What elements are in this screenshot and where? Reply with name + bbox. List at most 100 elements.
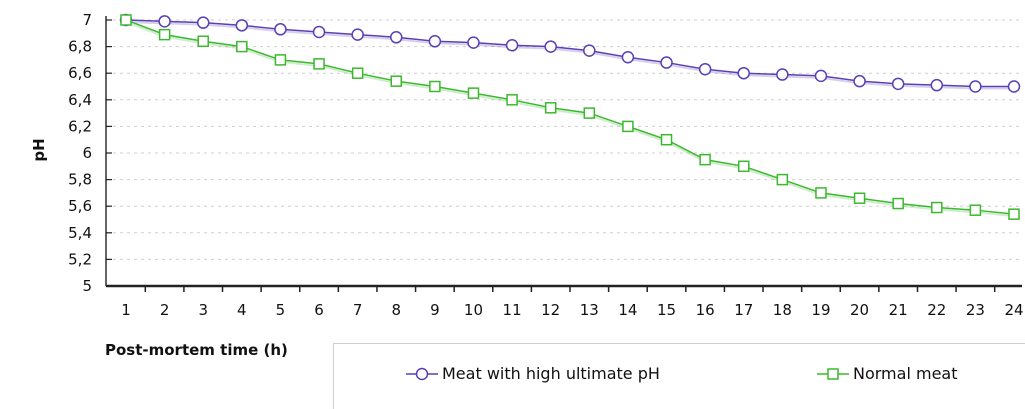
y-tick-label: 5,4 xyxy=(68,224,92,242)
data-point-circle xyxy=(583,44,596,57)
data-point-circle xyxy=(428,35,442,48)
x-tick-label: 12 xyxy=(541,301,560,319)
data-point-circle xyxy=(891,77,905,91)
x-tick-label: 4 xyxy=(237,301,247,319)
data-point-circle xyxy=(698,62,712,76)
data-point-circle xyxy=(390,31,403,44)
gridlines xyxy=(106,19,1022,260)
x-tick-label: 3 xyxy=(198,301,208,319)
x-tick-label: 21 xyxy=(889,301,908,319)
data-point-square xyxy=(236,40,248,53)
data-point-square xyxy=(313,58,325,70)
x-tick-label: 1 xyxy=(121,301,131,319)
y-tick-label: 7 xyxy=(82,11,92,29)
data-point-square xyxy=(737,160,750,173)
x-tick-label: 14 xyxy=(618,301,637,319)
data-point-circle xyxy=(274,23,287,36)
series-line xyxy=(125,19,1015,215)
x-tick-label: 6 xyxy=(314,301,324,319)
x-tick-label: 11 xyxy=(503,301,522,319)
x-tick-label: 5 xyxy=(276,301,286,319)
data-point-circle xyxy=(312,25,326,39)
series-line xyxy=(125,19,1014,88)
legend-item-high-ph: Meat with high ultimate pH xyxy=(406,364,660,383)
data-point-square xyxy=(1008,208,1020,220)
x-tick-label: 17 xyxy=(734,301,753,319)
data-point-square xyxy=(815,187,827,199)
data-point-circle xyxy=(776,68,789,81)
y-tick-label: 5,8 xyxy=(68,171,92,189)
data-point-circle xyxy=(235,19,249,32)
y-axis-title: pH xyxy=(30,138,48,161)
y-tick-label: 6,2 xyxy=(68,117,92,135)
y-tick-label: 5,6 xyxy=(68,197,92,215)
legend: Meat with high ultimate pH Normal meat xyxy=(333,343,1025,409)
x-tick-label: 10 xyxy=(464,301,483,319)
data-point-square xyxy=(699,153,711,166)
x-tick-label: 9 xyxy=(430,301,440,319)
x-tick-label: 22 xyxy=(927,301,946,319)
data-point-square xyxy=(197,35,209,48)
x-tick-label: 24 xyxy=(1004,301,1023,319)
y-tick-label: 6,8 xyxy=(68,38,92,56)
data-point-square xyxy=(660,133,673,146)
square-marker-icon xyxy=(817,367,849,380)
data-point-circle xyxy=(814,69,828,83)
data-point-square xyxy=(931,201,943,214)
data-point-circle xyxy=(969,80,982,93)
data-point-square xyxy=(120,14,132,26)
x-tick-label: 19 xyxy=(811,301,830,319)
data-point-square xyxy=(158,28,171,41)
data-point-circle xyxy=(467,36,480,49)
y-tick-label: 6,4 xyxy=(68,91,92,109)
data-point-circle xyxy=(621,50,635,64)
x-tick-label: 18 xyxy=(773,301,792,319)
data-point-circle xyxy=(505,39,519,52)
x-tick-label: 16 xyxy=(696,301,715,319)
series-shadow xyxy=(125,21,1015,218)
y-tick-label: 6,6 xyxy=(68,64,92,82)
data-point-square xyxy=(892,197,904,210)
legend-label-high-ph: Meat with high ultimate pH xyxy=(442,364,660,383)
data-point-square xyxy=(506,94,518,106)
x-tick-label: 8 xyxy=(391,301,401,319)
x-tick-label: 20 xyxy=(850,301,869,319)
legend-item-normal: Normal meat xyxy=(817,364,957,383)
data-point-square xyxy=(351,67,364,79)
data-point-circle xyxy=(544,40,557,53)
x-tick-label: 13 xyxy=(580,301,599,319)
data-point-square xyxy=(622,120,634,133)
x-tick-label: 15 xyxy=(657,301,676,319)
series-shadow xyxy=(125,21,1014,90)
data-point-circle xyxy=(660,56,673,69)
data-point-square xyxy=(853,192,866,204)
y-tick-label: 5 xyxy=(82,277,92,295)
x-tick-labels: 1 2 3 4 5 6 7 8 9 10 11 12 13 14 15 16 17 18 19 20 21 22 23 24 xyxy=(121,301,1023,319)
y-tick-label: 5,2 xyxy=(68,250,92,268)
data-point-circle xyxy=(853,74,866,88)
circle-marker-icon xyxy=(406,367,438,380)
series xyxy=(119,13,1021,220)
series-normal-meat xyxy=(120,14,1020,220)
data-point-square xyxy=(969,204,982,216)
data-point-square xyxy=(429,80,441,93)
x-tick-label: 2 xyxy=(160,301,170,319)
data-point-circle xyxy=(351,28,364,41)
data-point-square xyxy=(467,87,480,99)
x-tick-label: 23 xyxy=(966,301,985,319)
data-point-square xyxy=(583,107,596,119)
data-point-circle xyxy=(737,66,750,80)
data-point-circle xyxy=(196,16,210,29)
data-point-square xyxy=(274,54,287,66)
axes xyxy=(105,16,1022,292)
series-high-ultimate-ph xyxy=(119,13,1021,93)
data-point-square xyxy=(776,173,789,186)
y-tick-label: 6 xyxy=(82,144,92,162)
data-point-square xyxy=(390,75,403,87)
x-tick-label: 7 xyxy=(353,301,363,319)
data-point-circle xyxy=(930,78,944,92)
data-point-circle xyxy=(158,15,171,28)
x-axis-title: Post-mortem time (h) xyxy=(105,341,288,359)
data-point-circle xyxy=(1007,80,1021,93)
